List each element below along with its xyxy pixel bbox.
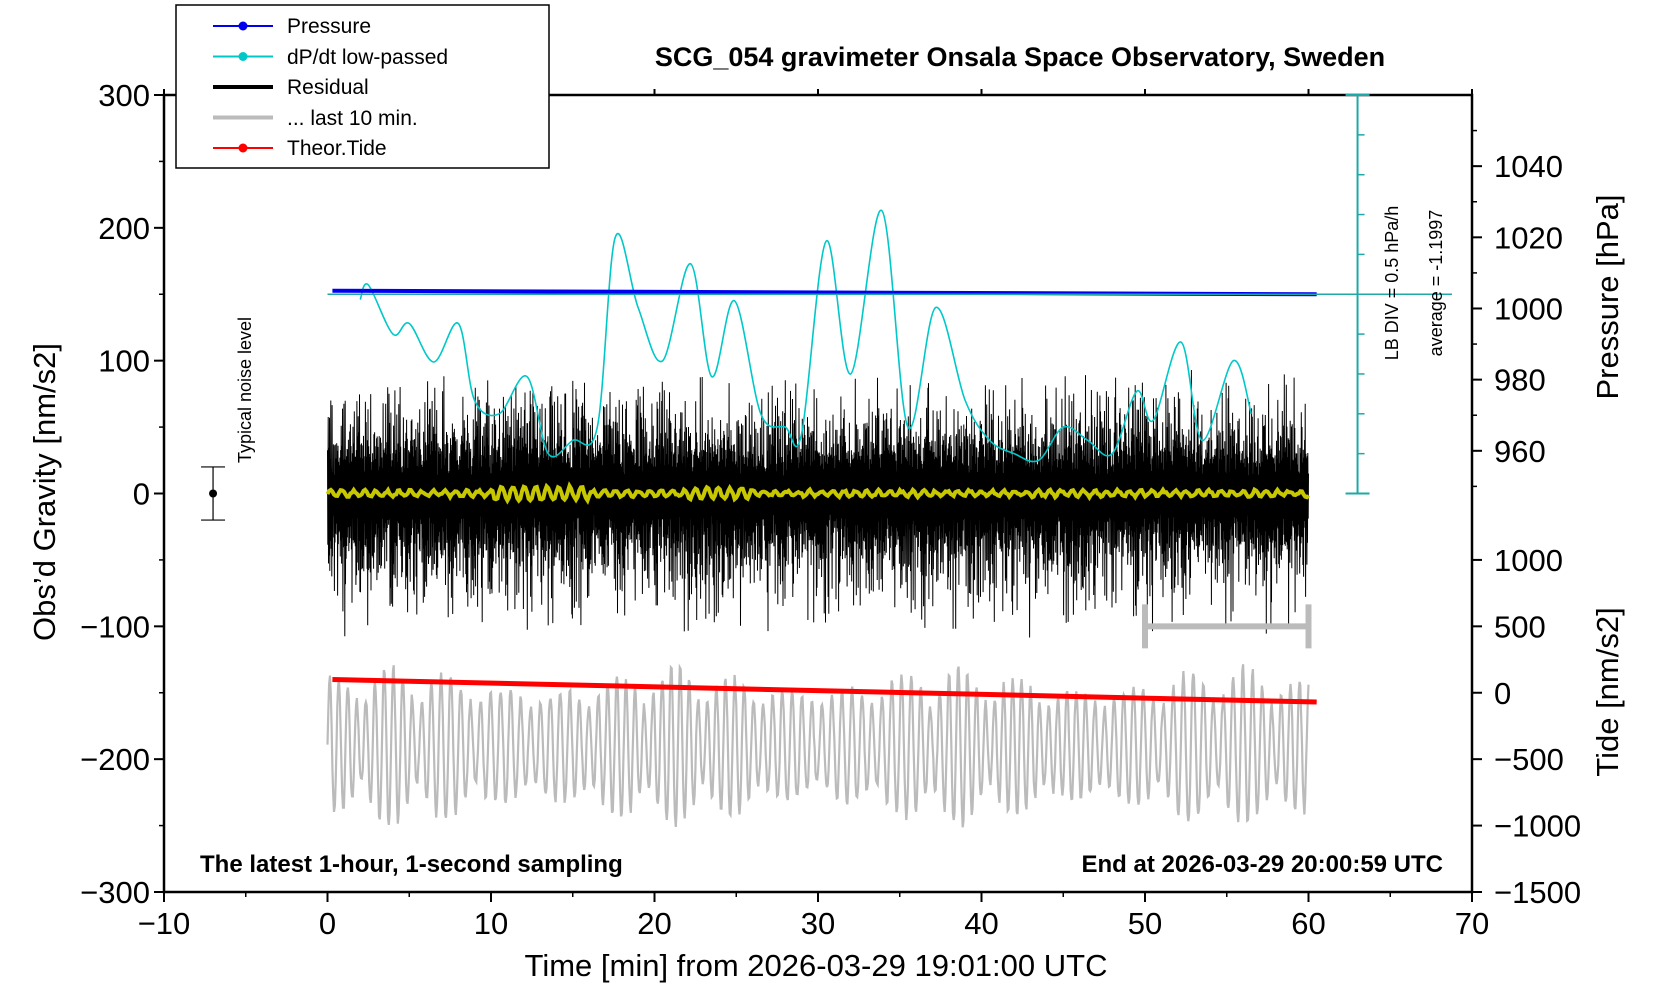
dpdt-series xyxy=(359,209,1253,463)
legend-marker xyxy=(238,52,248,61)
legend-label-theor-tide: Theor.Tide xyxy=(287,137,387,160)
dpdt-average-label: average = -1.1997 xyxy=(1426,210,1446,357)
y-tick-label: 100 xyxy=(98,344,150,379)
noise-bar-point xyxy=(209,489,218,498)
tide-tick-label: −1000 xyxy=(1494,809,1581,844)
x-tick-label: 0 xyxy=(319,906,336,941)
legend-marker xyxy=(238,143,248,153)
y-tick-label: 200 xyxy=(98,211,150,246)
legend-label-pressure: Pressure xyxy=(287,15,371,38)
chart-title: SCG_054 gravimeter Onsala Space Observat… xyxy=(655,42,1385,72)
note-end-time: End at 2026-03-29 20:00:59 UTC xyxy=(1082,851,1444,878)
legend-label-dpdt: dP/dt low-passed xyxy=(287,46,448,69)
pressure-tick-label: 1040 xyxy=(1494,149,1563,184)
pressure-tick-label: 960 xyxy=(1494,434,1546,469)
tide-tick-label: 1000 xyxy=(1494,543,1563,578)
residual-lowpass-series xyxy=(325,481,1310,505)
tide-tick-label: −500 xyxy=(1494,742,1564,777)
x-tick-label: −10 xyxy=(138,906,191,941)
x-tick-label: 50 xyxy=(1128,906,1162,941)
tide-axis-label: Tide [nm/s2] xyxy=(1590,607,1625,776)
tide-tick-label: 500 xyxy=(1494,609,1546,644)
y-tick-label: −300 xyxy=(80,875,150,910)
last-10-min-series xyxy=(326,663,1310,828)
pressure-tick-label: 980 xyxy=(1494,363,1546,398)
y-tick-label: −100 xyxy=(80,609,150,644)
note-sampling: The latest 1-hour, 1-second sampling xyxy=(200,851,623,878)
legend: Pressure dP/dt low-passed Residual ... l… xyxy=(175,4,550,169)
y-axis-label-left: Obs’d Gravity [nm/s2] xyxy=(27,343,62,641)
x-tick-label: 30 xyxy=(801,906,835,941)
x-tick-label: 20 xyxy=(637,906,671,941)
legend-marker xyxy=(238,21,248,31)
x-tick-label: 40 xyxy=(964,906,998,941)
tide-tick-label: −1500 xyxy=(1494,875,1581,910)
dpdt-scale-label: LB DIV = 0.5 hPa/h xyxy=(1382,206,1402,361)
x-axis-label: Time [min] from 2026-03-29 19:01:00 UTC xyxy=(525,948,1108,983)
axes-layer: −10 0 10 20 30 40 50 60 703002001000−100−200−300… xyxy=(80,78,1581,941)
tide-tick-label: 0 xyxy=(1494,676,1511,711)
legend-label-residual: Residual xyxy=(287,76,369,99)
y-tick-label: 0 xyxy=(133,477,150,512)
x-tick-label: 10 xyxy=(474,906,508,941)
noise-level-label: Typical noise level xyxy=(235,317,255,463)
x-tick-label: 60 xyxy=(1291,906,1325,941)
y-tick-label: 300 xyxy=(98,78,150,113)
x-tick-label: 70 xyxy=(1455,906,1489,941)
pressure-tick-label: 1000 xyxy=(1494,291,1563,326)
series-layer xyxy=(325,209,1317,828)
annotation-layer xyxy=(201,94,1452,649)
pressure-axis-label: Pressure [hPa] xyxy=(1590,194,1625,399)
y-tick-label: −200 xyxy=(80,742,150,777)
legend-label-last-10-min: ... last 10 min. xyxy=(287,107,418,130)
theor-tide-series xyxy=(332,676,1317,705)
pressure-tick-label: 1020 xyxy=(1494,220,1563,255)
residual-series xyxy=(327,369,1309,638)
